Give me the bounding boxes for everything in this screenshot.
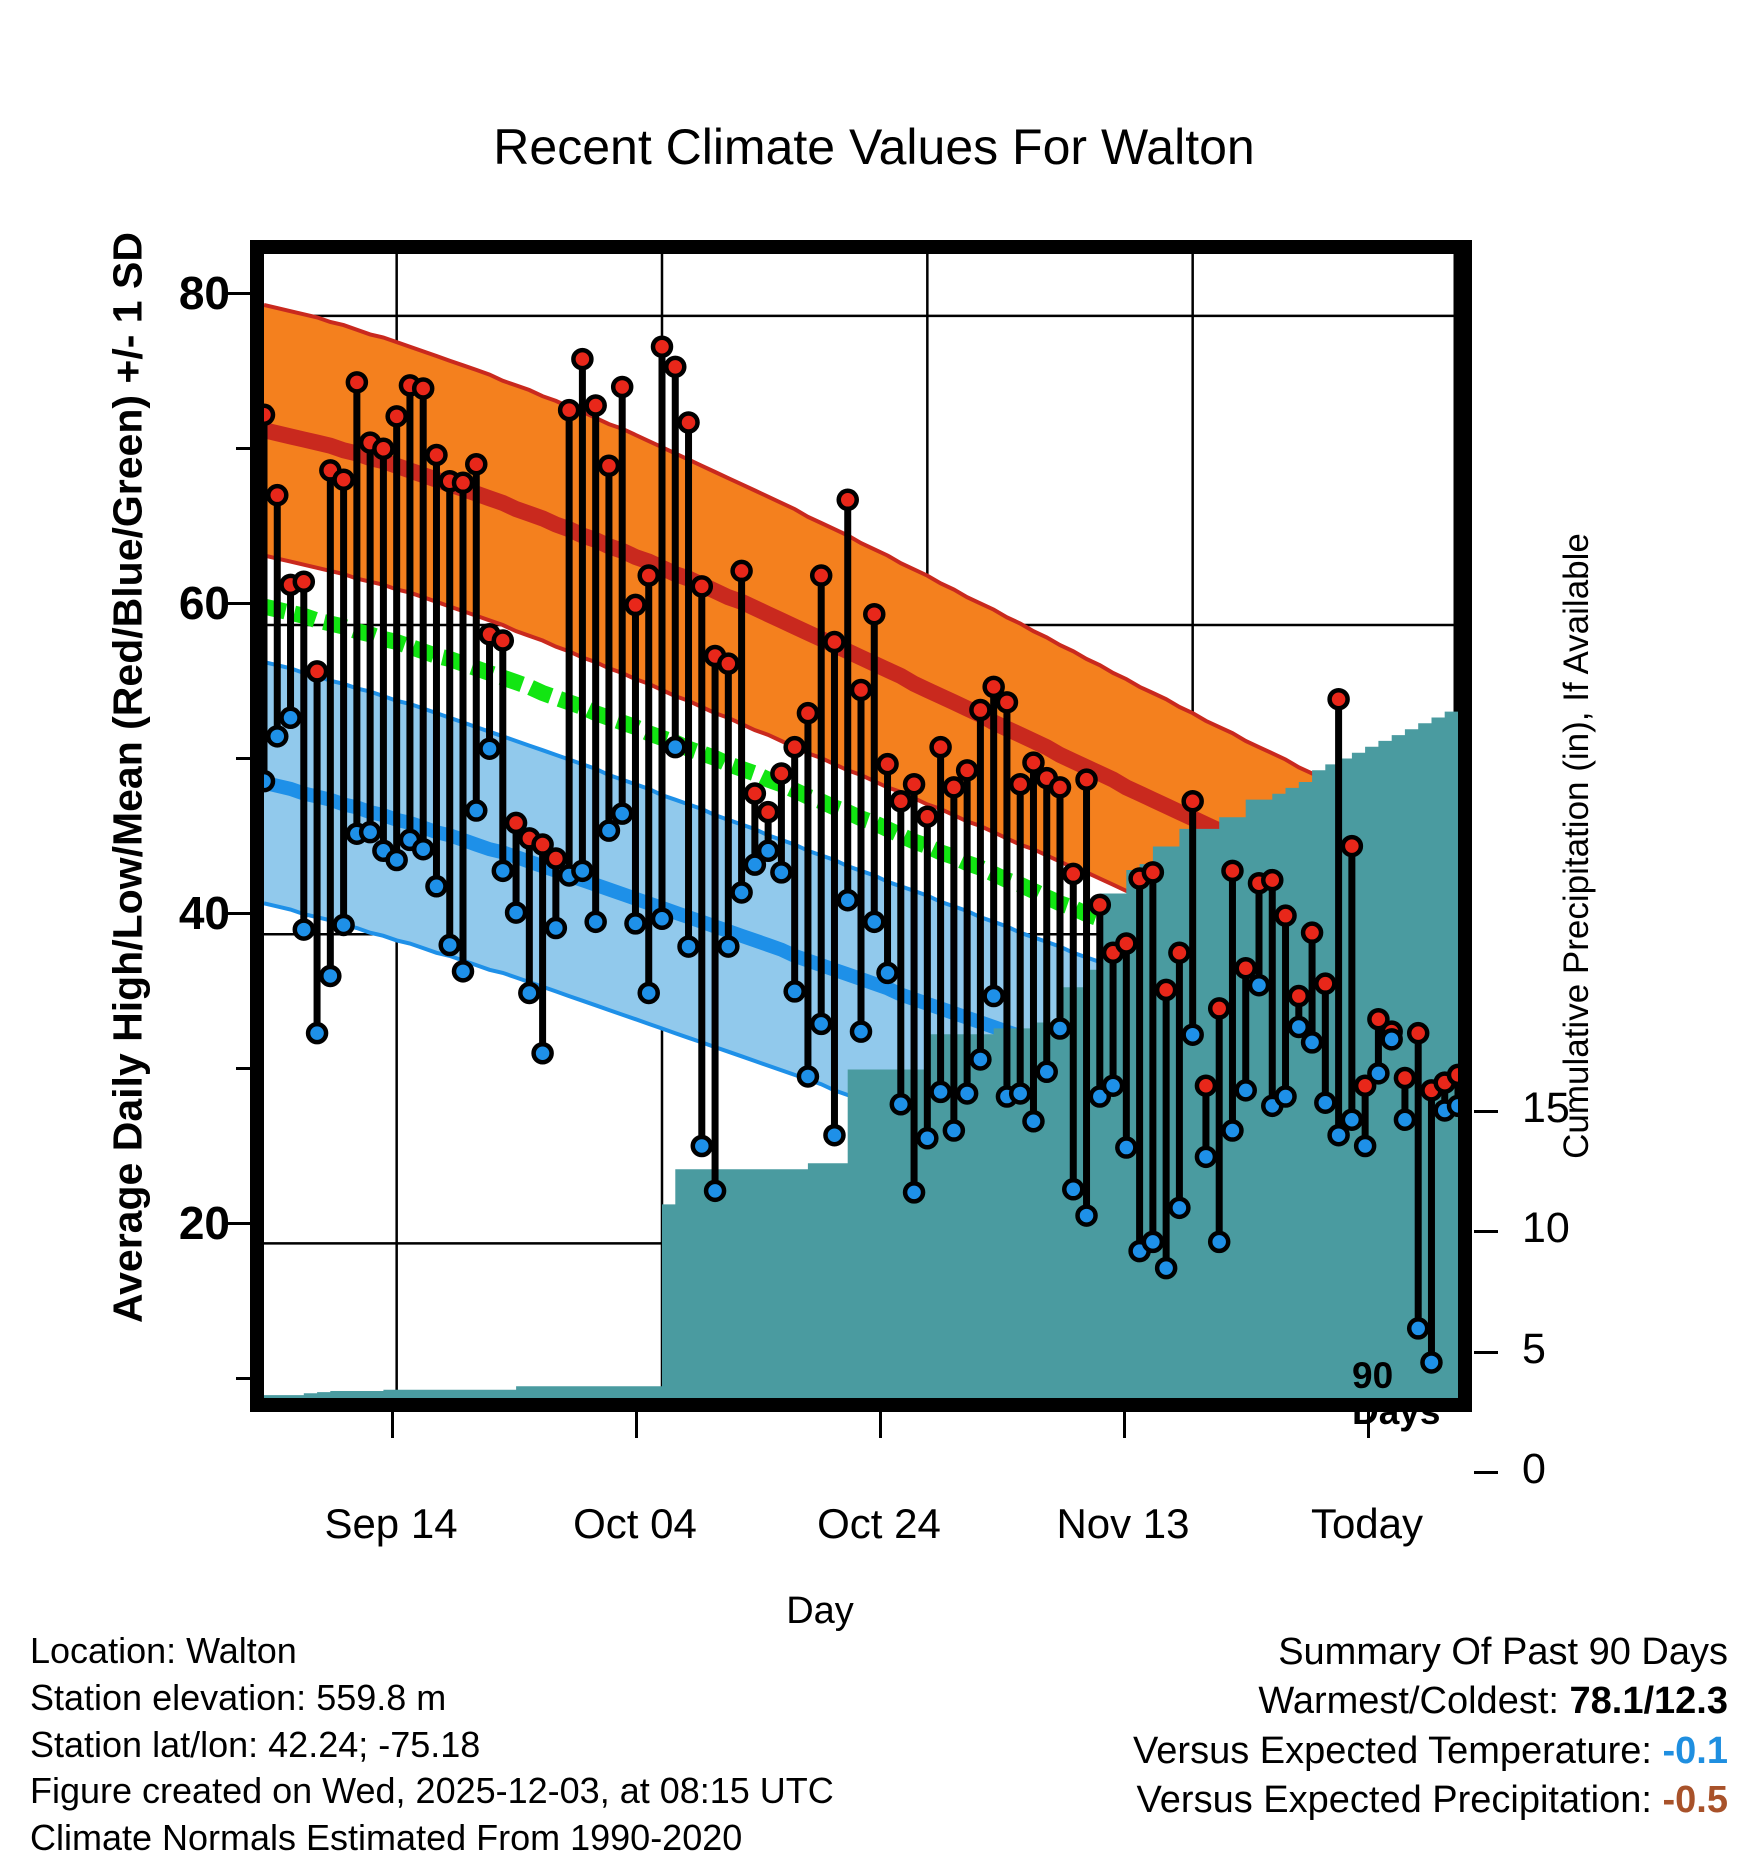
footer-elevation: Station elevation: 559.8 m [30, 1676, 447, 1718]
y-tick-left-40: 40 [178, 887, 230, 939]
summary-warmest-coldest-row: Warmest/Coldest: 78.1/12.3 [1133, 1677, 1728, 1726]
footer-latlon: Station lat/lon: 42.24; -75.18 [30, 1723, 481, 1765]
x-tick-label-oct04: Oct 04 [573, 1500, 697, 1547]
x-tick-label-sep14: Sep 14 [324, 1500, 458, 1547]
footer-created: Figure created on Wed, 2025-12-03, at 08… [30, 1770, 834, 1812]
daily-range-bars [264, 346, 1458, 1363]
y-tickmark-left-30 [236, 1067, 250, 1070]
footer-location: Location: Walton [30, 1630, 297, 1671]
y-tick-right-15: 15 [1522, 1084, 1570, 1132]
plot-area [250, 240, 1472, 1412]
y-tickmark-left-50 [236, 757, 250, 760]
y-tickmark-right-5 [1474, 1351, 1498, 1354]
y-tickmark-left-40 [226, 912, 250, 915]
x-tick-label-nov13: Nov 13 [1056, 1500, 1190, 1547]
summary-temp-label: Versus Expected Temperature: [1133, 1729, 1652, 1772]
summary-heading: Summary Of Past 90 Days [1278, 1631, 1728, 1673]
x-tickmark-today [1367, 1412, 1370, 1438]
y-tick-left-20: 20 [178, 1197, 230, 1249]
ninety-days-annotation: 90 Days [1352, 1355, 1441, 1433]
daily-extreme-dots [264, 335, 1458, 1374]
x-tickmark-oct04 [635, 1412, 638, 1438]
summary-temp-value: -0.1 [1662, 1729, 1728, 1772]
footer-right-summary: Summary Of Past 90 Days Warmest/Coldest:… [1133, 1628, 1728, 1826]
summary-temp-row: Versus Expected Temperature: -0.1 [1133, 1727, 1728, 1776]
summary-precip-value: -0.5 [1662, 1779, 1728, 1822]
chart-svg [264, 254, 1458, 1398]
x-tick-label-oct24: Oct 24 [817, 1500, 941, 1547]
y-tick-right-5: 5 [1522, 1325, 1546, 1373]
ninety-days-line2: Days [1352, 1391, 1441, 1433]
y-tick-left-80: 80 [178, 267, 230, 319]
page-title: Recent Climate Values For Walton [493, 119, 1255, 175]
plot-canvas [264, 254, 1458, 1398]
ninety-days-line1: 90 [1352, 1355, 1394, 1396]
y-axis-left-label: Average Daily High/Low/Mean (Red/Blue/Gr… [104, 232, 151, 1323]
y-tickmark-left-80 [226, 292, 250, 295]
y-tick-right-10: 10 [1522, 1204, 1570, 1252]
y-tickmark-left-10 [236, 1377, 250, 1380]
y-tickmark-left-60 [226, 602, 250, 605]
footer-left: Location: Walton Station elevation: 559.… [30, 1628, 834, 1862]
y-tick-right-0: 0 [1522, 1445, 1546, 1493]
y-tickmark-left-70 [236, 447, 250, 450]
footer-normals: Climate Normals Estimated From 1990-2020 [30, 1817, 743, 1859]
summary-precip-row: Versus Expected Precipitation: -0.5 [1133, 1776, 1728, 1825]
x-tick-label-today: Today [1310, 1500, 1424, 1547]
x-tickmark-sep14 [391, 1412, 394, 1438]
y-tickmark-right-10 [1474, 1230, 1498, 1233]
y-tickmark-right-15 [1474, 1110, 1498, 1113]
x-tickmark-nov13 [1123, 1412, 1126, 1438]
y-tick-left-60: 60 [178, 577, 230, 629]
y-tickmark-right-0 [1474, 1471, 1498, 1474]
summary-warmest-coldest-value: 78.1/12.3 [1569, 1680, 1728, 1723]
x-tickmark-oct24 [879, 1412, 882, 1438]
y-tickmark-left-20 [226, 1222, 250, 1225]
summary-warmest-coldest-label: Warmest/Coldest: [1258, 1680, 1559, 1723]
summary-precip-label: Versus Expected Precipitation: [1136, 1779, 1652, 1822]
x-axis-label: Day [786, 1590, 854, 1632]
